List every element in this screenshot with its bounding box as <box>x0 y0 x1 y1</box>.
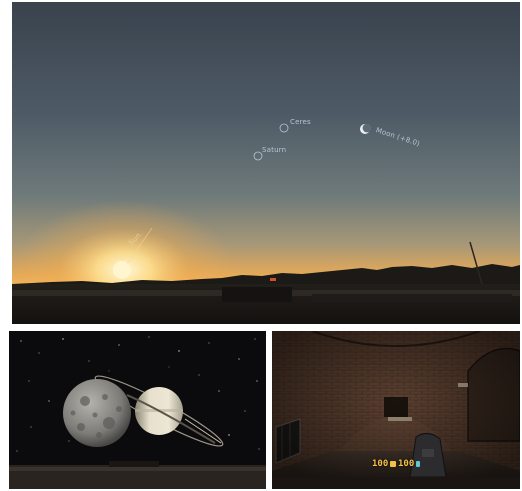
stars <box>16 336 260 452</box>
ceres-label[interactable]: Ceres <box>290 118 311 126</box>
tunnel-scene <box>272 331 520 489</box>
sun-disc <box>113 261 131 279</box>
health-icon <box>390 461 396 467</box>
saturn-view-panel[interactable] <box>9 331 266 489</box>
saturn-marker <box>253 151 263 161</box>
sky-view-panel[interactable]: Ceres Saturn Moon (+8.0) Sun <box>12 2 520 324</box>
hud-health: 100 <box>372 459 389 469</box>
ammo-icon <box>416 461 420 467</box>
tunnel-view-panel[interactable]: 100 100 <box>272 331 520 489</box>
sky-scene <box>12 2 520 324</box>
ceres-marker <box>279 123 289 133</box>
saturn-label[interactable]: Saturn <box>262 146 287 154</box>
sky-markers <box>253 123 372 161</box>
saturn-scene <box>9 331 266 489</box>
horizon-marker <box>270 278 276 281</box>
hud-ammo: 100 <box>398 459 415 469</box>
